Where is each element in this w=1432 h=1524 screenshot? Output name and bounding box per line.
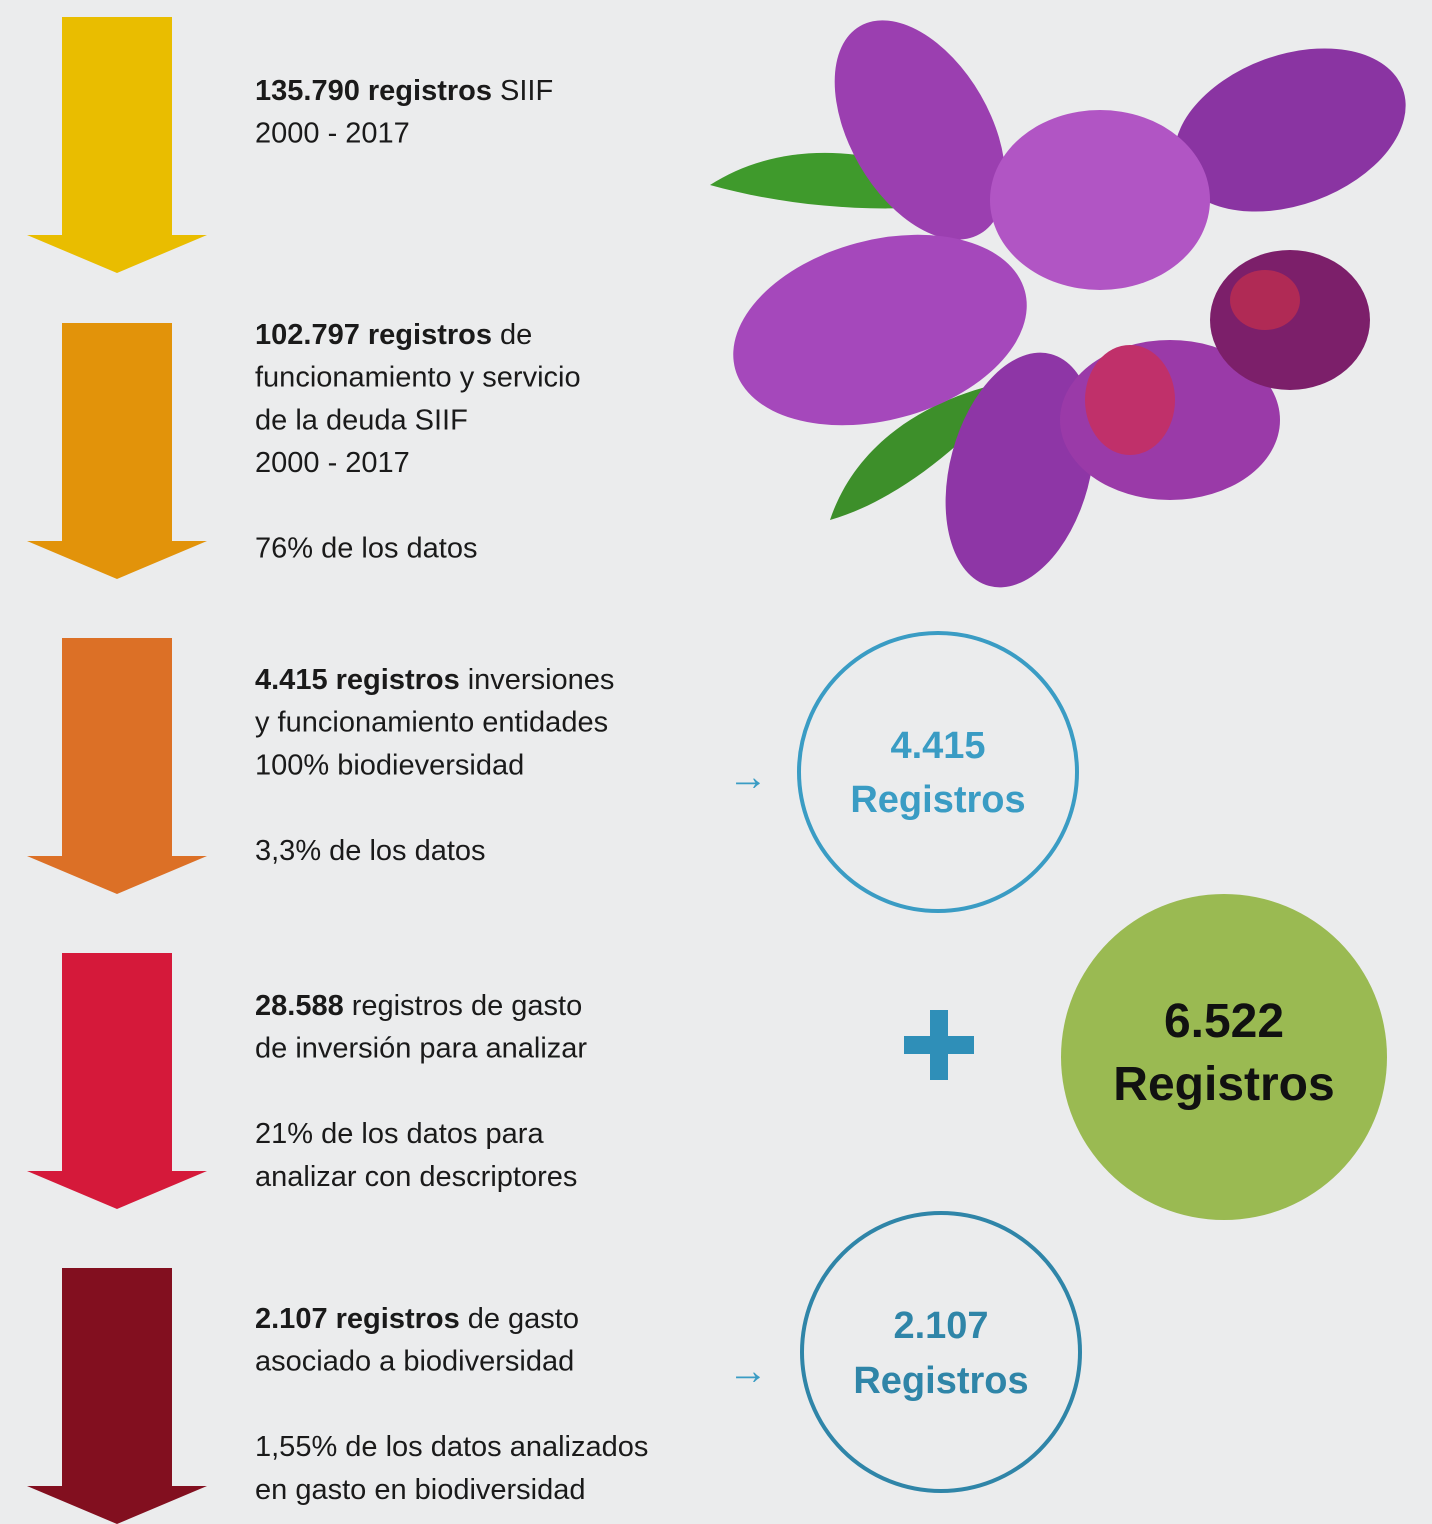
down-arrow (27, 953, 207, 1209)
step-line: 4.415 registros inversiones (255, 664, 614, 696)
circle-label: Registros (853, 1360, 1028, 1402)
step-line: 100% biodieversidad (255, 749, 524, 781)
step-note: en gasto en biodiversidad (255, 1474, 586, 1506)
step-lead: 135.790 registros (255, 75, 492, 107)
step-line: 135.790 registros SIIF (255, 75, 553, 107)
step-line: y funcionamiento entidades (255, 707, 608, 739)
down-arrow (27, 323, 207, 579)
step-line: 2.107 registros de gasto (255, 1303, 579, 1335)
step-text: de gasto (468, 1303, 579, 1335)
step-lead: 28.588 (255, 990, 344, 1022)
step-line: de la deuda SIIF (255, 404, 468, 436)
down-arrow (27, 638, 207, 894)
step-lead: 2.107 registros (255, 1303, 460, 1335)
plus-sign (904, 1010, 974, 1080)
circle (797, 631, 1079, 913)
step-line: asociado a biodiversidad (255, 1346, 574, 1378)
down-arrow (27, 17, 207, 273)
step-note: 3,3% de los datos (255, 835, 486, 867)
step-note: analizar con descriptores (255, 1161, 577, 1193)
circle-number: 4.415 (890, 725, 985, 767)
step-text: SIIF (500, 75, 553, 107)
circle-number: 2.107 (893, 1305, 988, 1347)
step-line: 102.797 registros de (255, 319, 532, 351)
step-note: 1,55% de los datos analizados (255, 1431, 648, 1463)
step-line: 28.588 registros de gasto (255, 990, 582, 1022)
step-lead: 4.415 registros (255, 664, 460, 696)
arrow-right: → (728, 755, 768, 799)
step-line: 2000 - 2017 (255, 118, 410, 150)
arrow-right: → (728, 1349, 768, 1393)
step-line: de inversión para analizar (255, 1033, 587, 1065)
step-lead: 102.797 registros (255, 319, 492, 351)
circle (1061, 894, 1387, 1220)
step-text: inversiones (468, 664, 615, 696)
orchid (710, 20, 1406, 588)
step-line: funcionamiento y servicio (255, 362, 581, 394)
circle-number: 6.522 (1164, 995, 1284, 1048)
step-text: de (500, 319, 532, 351)
step-line: 2000 - 2017 (255, 447, 410, 479)
step-note: 76% de los datos (255, 533, 477, 565)
step-note: 21% de los datos para (255, 1118, 544, 1150)
down-arrow (27, 1268, 207, 1524)
circle-label: Registros (1113, 1058, 1334, 1111)
circle-label: Registros (850, 779, 1025, 821)
circle (800, 1211, 1082, 1493)
step-text: registros de gasto (352, 990, 583, 1022)
